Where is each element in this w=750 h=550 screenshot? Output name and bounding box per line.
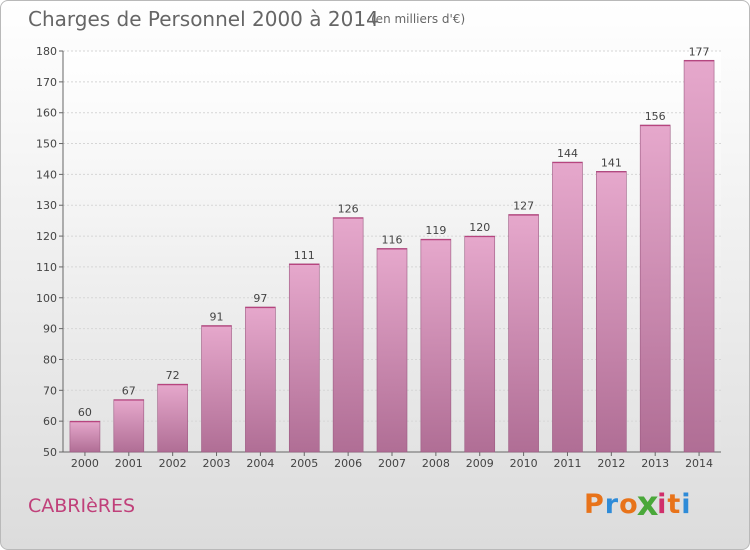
bar-2000 — [69, 420, 101, 453]
value-label-2001: 67 — [122, 385, 136, 398]
bar-2003 — [201, 325, 232, 453]
logo-letter: i — [657, 489, 668, 520]
y-tick-labels: 50 60 70 80 90 100 110 120 130 140 150 160 170 180 — [36, 45, 57, 459]
x-tick-label-2003: 2003 — [203, 457, 231, 470]
x-tick-label-2002: 2002 — [159, 457, 187, 470]
value-label-2010: 127 — [513, 199, 534, 212]
value-label-2014: 177 — [689, 45, 710, 58]
value-label-2013: 156 — [645, 110, 666, 123]
y-tick-label: 70 — [43, 384, 57, 397]
x-tick-label-2006: 2006 — [334, 457, 362, 470]
x-tick-label-2007: 2007 — [378, 457, 406, 470]
value-label-2006: 126 — [338, 203, 359, 216]
logo-letter: P — [584, 489, 605, 520]
value-label-2012: 141 — [601, 156, 622, 169]
bar-2009 — [464, 235, 496, 453]
bar-2002 — [157, 383, 188, 453]
y-tick-label: 180 — [36, 45, 57, 58]
bar-2014 — [683, 59, 715, 453]
bar-2005 — [288, 263, 320, 453]
value-label-2011: 144 — [557, 147, 578, 160]
bar-2013 — [639, 124, 671, 453]
value-label-2004: 97 — [253, 292, 267, 305]
bar-2010 — [508, 214, 539, 453]
y-tick-label: 130 — [36, 199, 57, 212]
y-tick-label: 120 — [36, 230, 57, 243]
chart-unit: (en milliers d'€) — [371, 12, 466, 26]
y-tick-label: 90 — [43, 323, 57, 336]
value-label-2005: 111 — [294, 249, 315, 262]
commune-name: CABRIèRES — [28, 495, 136, 517]
x-tick-label-2014: 2014 — [685, 457, 713, 470]
logo-letter: t — [667, 489, 682, 520]
y-tick-label: 160 — [36, 107, 57, 120]
x-tick-label-2010: 2010 — [510, 457, 538, 470]
bar-2001 — [113, 399, 145, 453]
bar-2011 — [552, 161, 583, 453]
y-tick-label: 170 — [36, 76, 57, 89]
x-tick-label-2000: 2000 — [71, 457, 99, 470]
bars — [69, 59, 715, 453]
value-label-2009: 120 — [469, 221, 490, 234]
x-tick-label-2012: 2012 — [597, 457, 625, 470]
logo-letter: x — [636, 485, 660, 524]
proxiti-logo: Proxiti — [584, 485, 692, 524]
bar-2007 — [376, 248, 408, 453]
y-tick-label: 110 — [36, 261, 57, 274]
x-tick-label-2013: 2013 — [641, 457, 669, 470]
bar-2008 — [420, 238, 452, 453]
y-tick-label: 60 — [43, 415, 57, 428]
x-tick-label-2004: 2004 — [246, 457, 274, 470]
y-tick-label: 150 — [36, 138, 57, 151]
x-tick-label-2008: 2008 — [422, 457, 450, 470]
value-label-2003: 91 — [210, 311, 224, 324]
value-label-2000: 60 — [78, 406, 92, 419]
value-label-2008: 119 — [425, 224, 446, 237]
x-tick-label-2009: 2009 — [466, 457, 494, 470]
x-tick-labels: 2000 2001 2002 2003 2004 2005 2006 2007 2008 2009… — [71, 457, 713, 470]
bar-2004 — [245, 306, 276, 453]
x-tick-label-2001: 2001 — [115, 457, 143, 470]
logo-letter: r — [604, 489, 620, 520]
chart-title: Charges de Personnel 2000 à 2014 — [28, 7, 379, 31]
value-label-2002: 72 — [166, 369, 180, 382]
y-tick-label: 50 — [43, 446, 57, 459]
y-tick-label: 140 — [36, 168, 57, 181]
x-tick-label-2011: 2011 — [553, 457, 581, 470]
bar-2006 — [332, 217, 364, 453]
y-tick-label: 100 — [36, 292, 57, 305]
logo-letter: i — [681, 489, 692, 520]
y-tick-label: 80 — [43, 353, 57, 366]
value-labels: 60 67 72 91 97 111 126 116 119 120 127 144 141 156 177 — [78, 45, 710, 419]
bar-2012 — [596, 171, 627, 453]
value-label-2007: 116 — [382, 233, 403, 246]
x-tick-label-2005: 2005 — [290, 457, 318, 470]
logo-letter: o — [619, 489, 639, 520]
